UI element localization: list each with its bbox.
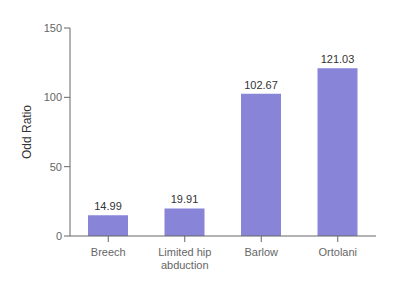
svg-text:Limited hipabduction: Limited hipabduction (158, 246, 211, 271)
svg-text:50: 50 (50, 161, 62, 173)
svg-text:150: 150 (44, 22, 62, 34)
svg-text:Odd Ratio: Odd Ratio (20, 105, 34, 159)
svg-text:100: 100 (44, 91, 62, 103)
svg-text:14.99: 14.99 (94, 200, 122, 212)
svg-text:121.03: 121.03 (321, 53, 355, 65)
svg-text:19.91: 19.91 (171, 193, 199, 205)
svg-text:Breech: Breech (91, 246, 126, 258)
svg-text:Ortolani: Ortolani (318, 246, 357, 258)
svg-text:Barlow: Barlow (244, 246, 278, 258)
svg-text:102.67: 102.67 (244, 79, 278, 91)
svg-text:0: 0 (56, 230, 62, 242)
